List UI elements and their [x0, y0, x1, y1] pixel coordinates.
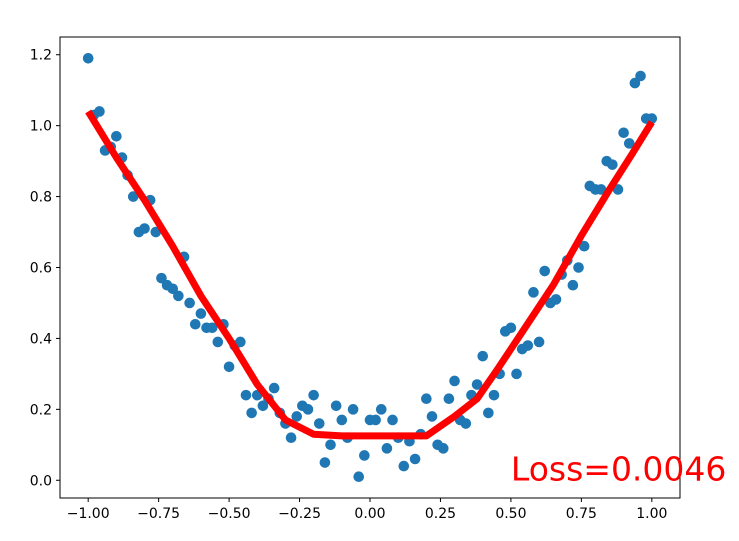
data-point	[460, 418, 472, 429]
plot-marks	[82, 52, 658, 483]
y-tick-label: 1.2	[30, 48, 52, 64]
data-point	[573, 262, 584, 273]
x-tick-label: −1.00	[67, 506, 110, 522]
data-point	[612, 184, 624, 195]
y-tick-label: 0.8	[30, 190, 52, 206]
data-point	[533, 336, 545, 348]
data-point	[325, 439, 336, 451]
data-point	[483, 407, 494, 419]
y-tick-label: 0.6	[30, 261, 52, 277]
data-point	[635, 70, 646, 82]
data-point	[567, 279, 579, 291]
annotations: Loss=0.0046	[511, 449, 726, 488]
data-point	[189, 318, 201, 330]
x-tick-label: −0.75	[137, 506, 180, 522]
data-point	[398, 460, 410, 472]
prediction-line	[85, 109, 655, 440]
y-axis: 0.0 0.2 0.4 0.6 0.8 1.0 1.2	[30, 48, 60, 489]
data-point	[206, 322, 218, 334]
data-point	[375, 404, 387, 415]
data-point	[387, 414, 398, 426]
loss-annotation: Loss=0.0046	[511, 449, 726, 488]
data-point	[195, 308, 207, 319]
data-point	[212, 336, 224, 348]
data-point	[240, 389, 252, 401]
data-point	[426, 411, 438, 422]
x-tick-label: 0.50	[495, 506, 526, 522]
data-point	[184, 297, 195, 309]
data-point	[302, 404, 314, 415]
data-point	[370, 414, 381, 426]
data-point	[595, 184, 607, 195]
data-point	[437, 443, 449, 454]
y-tick-label: 0.2	[30, 402, 52, 418]
data-point	[353, 471, 365, 483]
data-point	[488, 389, 500, 401]
x-axis: −1.00 −0.75 −0.50 −0.25 0.00 0.25 0.50 0.75 1.00	[67, 498, 667, 522]
data-point	[330, 400, 342, 412]
data-point	[511, 368, 522, 380]
x-tick-label: 0.25	[425, 506, 456, 522]
data-point	[223, 361, 235, 373]
data-point	[347, 404, 359, 415]
y-tick-label: 1.0	[30, 119, 52, 135]
data-point	[578, 240, 590, 252]
data-point	[623, 138, 635, 149]
data-point	[127, 191, 139, 202]
data-point	[629, 77, 641, 89]
data-point	[607, 159, 618, 170]
data-point	[443, 393, 455, 405]
x-tick-label: 0.00	[354, 506, 385, 522]
data-point	[471, 379, 483, 390]
x-tick-label: 0.75	[566, 506, 597, 522]
data-point	[291, 411, 303, 422]
data-point	[505, 322, 517, 334]
data-point	[477, 350, 489, 362]
data-point	[82, 52, 94, 64]
data-point	[257, 400, 269, 412]
data-point	[111, 130, 122, 142]
scatter-series	[82, 52, 658, 483]
x-tick-label: −0.50	[208, 506, 251, 522]
data-point	[528, 287, 539, 298]
data-point	[308, 389, 319, 401]
data-point	[522, 340, 534, 351]
data-point	[319, 457, 331, 468]
data-point	[94, 106, 105, 117]
data-point	[167, 283, 179, 295]
y-tick-label: 0.4	[30, 331, 52, 347]
data-point	[246, 407, 257, 419]
data-point	[313, 418, 325, 429]
data-point	[449, 375, 460, 387]
data-point	[359, 450, 370, 461]
data-point	[409, 453, 421, 465]
data-point	[618, 127, 629, 139]
data-point	[421, 393, 432, 405]
x-tick-label: 1.00	[636, 506, 667, 522]
data-point	[539, 265, 551, 277]
data-point	[235, 336, 246, 348]
data-point	[268, 382, 280, 394]
x-tick-label: −0.25	[278, 506, 321, 522]
data-point	[139, 223, 150, 234]
data-point	[381, 443, 393, 454]
data-point	[285, 432, 297, 444]
data-point	[173, 290, 184, 302]
data-point	[336, 414, 348, 426]
data-point	[550, 294, 562, 305]
data-point	[156, 272, 167, 284]
y-tick-label: 0.0	[30, 473, 52, 489]
